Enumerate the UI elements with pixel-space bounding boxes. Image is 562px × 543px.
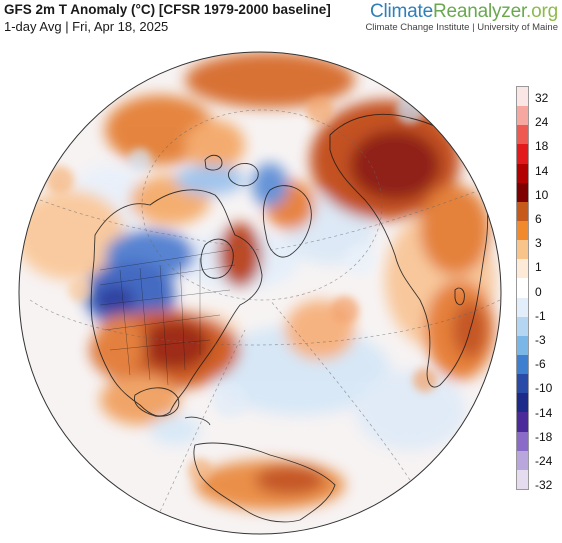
legend-label: -3 [535, 333, 546, 347]
legend-swatch [517, 278, 528, 299]
legend-swatch [517, 316, 528, 337]
legend-swatch [517, 182, 528, 203]
legend-label: 14 [535, 163, 549, 178]
legend-label: 0 [535, 284, 542, 299]
legend-swatch [517, 125, 528, 145]
brand-subline: Climate Change Institute | University of… [365, 22, 558, 33]
legend-swatch [517, 201, 528, 222]
map-title: GFS 2m T Anomaly (°C) [CFSR 1979-2000 ba… [4, 2, 331, 17]
legend-swatch [517, 163, 528, 184]
legend-label: 3 [535, 236, 542, 251]
legend-label: -1 [535, 308, 546, 323]
legend-label: 1 [535, 260, 542, 275]
legend-swatch [517, 335, 528, 356]
legend-label: 6 [535, 212, 542, 226]
legend-swatch [517, 469, 528, 490]
map-subtitle: 1-day Avg | Fri, Apr 18, 2025 [4, 19, 169, 34]
legend-label: 18 [535, 139, 549, 154]
legend-label: -18 [535, 429, 553, 444]
legend-swatch [517, 297, 528, 318]
legend-label: -6 [535, 357, 546, 372]
legend-label: 32 [535, 91, 549, 105]
legend-swatch [517, 221, 528, 241]
legend-label: 24 [535, 115, 549, 130]
legend-swatch [517, 374, 528, 394]
color-scale-legend [516, 86, 529, 490]
legend-swatch [517, 412, 528, 433]
legend-swatch [517, 393, 528, 413]
legend-swatch [517, 259, 528, 279]
brand-logo[interactable]: ClimateReanalyzer.org Climate Change Ins… [365, 1, 558, 33]
legend-swatch [517, 450, 528, 471]
legend-label: -14 [535, 405, 553, 420]
legend-label: -24 [535, 454, 553, 468]
legend-label: -32 [535, 478, 553, 493]
legend-swatch [517, 431, 528, 452]
brand-name: ClimateReanalyzer.org [369, 1, 558, 22]
legend-swatch [517, 106, 528, 126]
legend-swatch [517, 355, 528, 375]
legend-label: -10 [535, 381, 553, 396]
legend-label: 10 [535, 187, 549, 202]
legend-swatch [517, 144, 528, 165]
legend-swatch [517, 240, 528, 260]
legend-swatch [517, 87, 528, 107]
